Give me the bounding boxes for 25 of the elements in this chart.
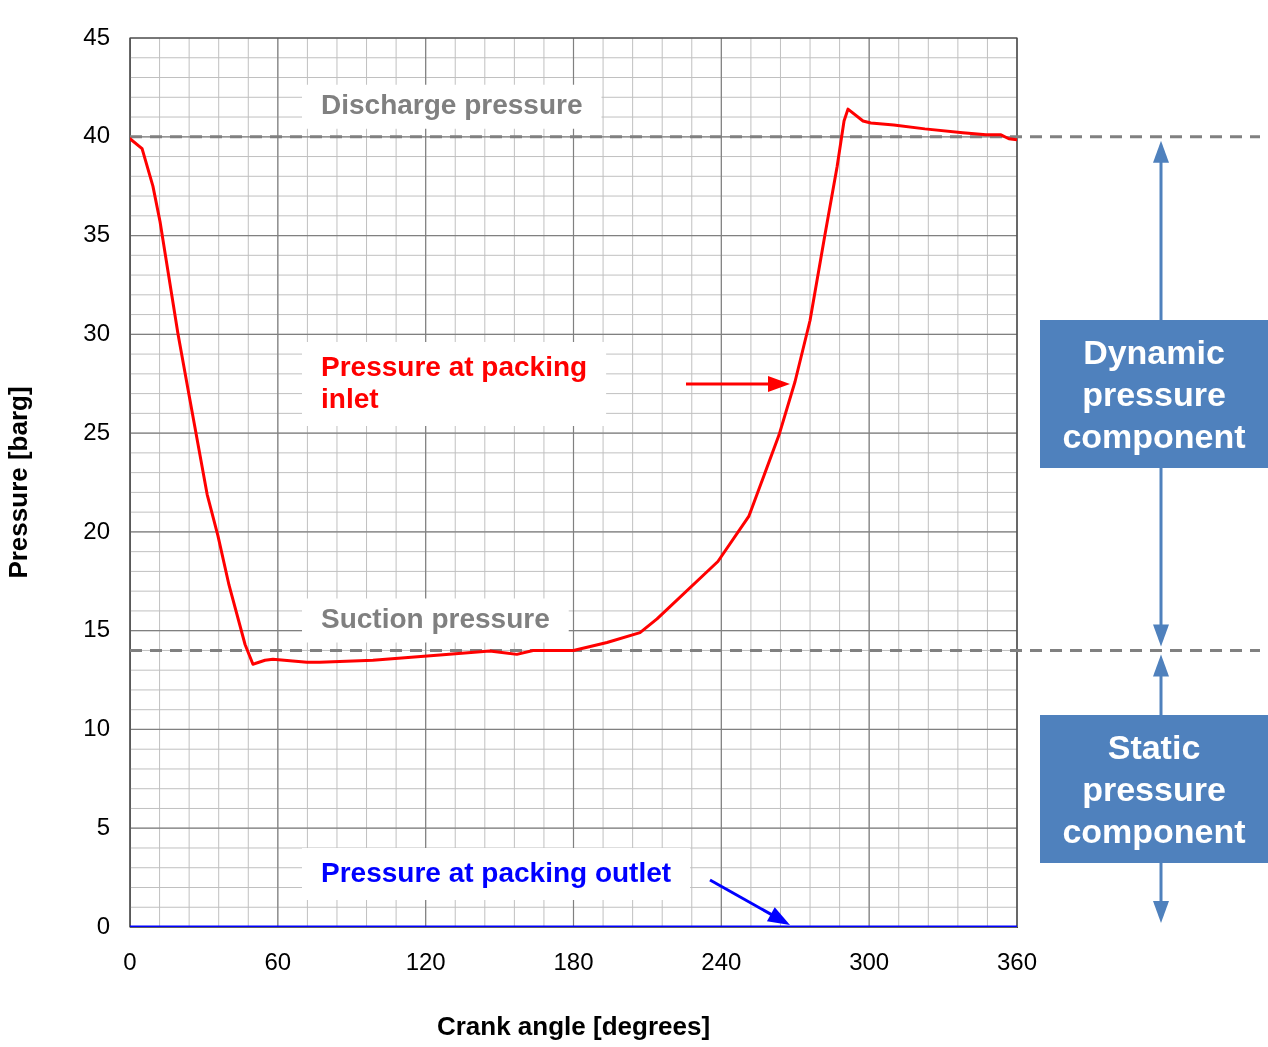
ref-line-label: Discharge pressure [321,89,583,121]
y-tick-label: 15 [83,615,110,643]
x-tick-label: 180 [553,948,594,976]
y-tick-label: 20 [83,516,110,544]
x-tick-label: 60 [264,948,292,976]
x-tick-label: 120 [405,948,446,976]
annotation: Pressure at packing outlet [321,856,672,888]
x-tick-label: 240 [701,948,742,976]
x-tick-label: 300 [849,948,890,976]
y-tick-label: 45 [83,22,110,50]
x-axis-title: Crank angle [degrees] [436,1010,711,1041]
text: Dynamic pressure component [1040,319,1268,468]
y-tick-label: 10 [83,714,110,742]
y-tick-label: 5 [96,812,110,840]
text: Static pressure component [1040,714,1268,863]
y-tick-label: 40 [83,121,110,149]
annotation: Pressure at packing inlet [321,350,588,414]
y-tick-label: 30 [83,318,110,346]
x-tick-label: 360 [996,948,1038,976]
x-tick-label: 0 [123,948,137,976]
y-tick-label: 25 [83,417,110,445]
y-axis-title: Pressure [barg] [2,386,33,579]
y-tick-label: 35 [83,220,110,248]
ref-line-label: Suction pressure [321,603,550,635]
y-tick-label: 0 [96,911,110,939]
